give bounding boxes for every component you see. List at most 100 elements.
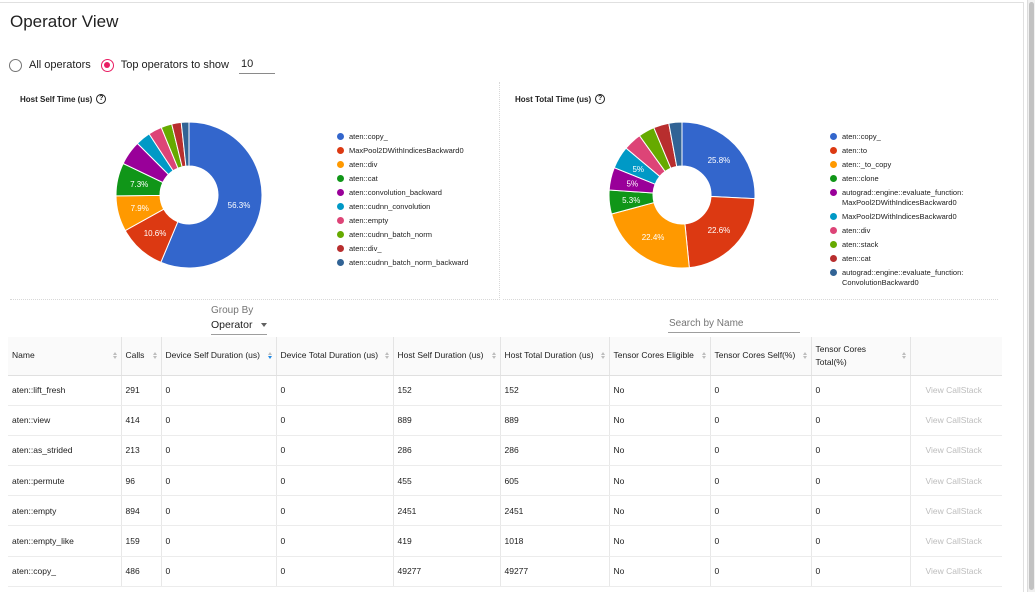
legend-swatch [337, 245, 344, 252]
help-icon[interactable]: ? [96, 94, 107, 104]
table-cell: No [609, 495, 711, 527]
legend-item[interactable]: aten::to [830, 146, 963, 156]
legend-swatch [830, 161, 837, 168]
pie-slice-label: 25.8% [708, 156, 731, 165]
sort-icon[interactable] [701, 352, 706, 360]
legend-label: aten::stack [842, 240, 879, 249]
legend-item[interactable]: MaxPool2DWithIndicesBackward0 [337, 146, 468, 156]
legend-label: aten::clone [842, 174, 879, 183]
legend-item[interactable]: aten::div_ [337, 244, 468, 254]
table-cell: 0 [710, 405, 812, 436]
sort-icon[interactable] [384, 352, 389, 360]
group-by-select[interactable]: Group By Operator [211, 305, 267, 335]
view-callstack-button[interactable]: View CallStack [910, 405, 1002, 436]
group-by-value[interactable]: Operator [211, 319, 267, 335]
column-header[interactable]: Device Total Duration (us) [276, 337, 394, 376]
legend-item[interactable]: aten::_to_copy [830, 160, 963, 170]
top-operators-count-input[interactable] [239, 56, 275, 74]
column-header[interactable]: Calls [121, 337, 162, 376]
view-callstack-button[interactable]: View CallStack [910, 495, 1002, 527]
sort-icon[interactable] [491, 352, 496, 360]
top-operators-radio[interactable] [100, 58, 114, 72]
column-header[interactable]: Device Self Duration (us) [161, 337, 277, 376]
host-total-time-pie-chart[interactable]: 25.8% 22.6% 22.4% 5.3% 5% 5% [503, 122, 833, 292]
host-self-time-pie-chart[interactable]: 56.3% 10.6% 7.9% 7.3% [10, 122, 340, 292]
pie-slice[interactable] [610, 201, 690, 269]
pie-slice-label: 7.3% [130, 180, 148, 189]
column-header[interactable]: Tensor Cores Self(%) [710, 337, 812, 376]
view-callstack-button[interactable]: View CallStack [910, 465, 1002, 497]
table-cell: 0 [276, 556, 394, 587]
legend-item[interactable]: autograd::engine::evaluate_function: Max… [830, 188, 963, 208]
table-cell: 0 [710, 435, 812, 467]
sort-icon[interactable] [600, 352, 605, 360]
search-by-name-input[interactable] [668, 318, 800, 333]
column-header[interactable]: Name [8, 337, 122, 376]
table-row: aten::empty_like 159 0 0 419 1018 No 0 0 View Cal… [8, 525, 1002, 557]
table-cell: No [609, 435, 711, 467]
help-icon[interactable]: ? [595, 94, 606, 104]
view-callstack-button[interactable]: View CallStack [910, 435, 1002, 467]
table-cell: 0 [161, 435, 277, 467]
legend-item[interactable]: aten::copy_ [830, 132, 963, 142]
legend-item[interactable]: aten::empty [337, 216, 468, 226]
pie-slice-label: 7.9% [131, 204, 149, 213]
legend-item[interactable]: autograd::engine::evaluate_function: Con… [830, 268, 963, 288]
table-cell: 419 [393, 525, 501, 557]
group-by-selected: Operator [211, 319, 253, 331]
sort-icon[interactable] [901, 352, 906, 360]
legend-item[interactable]: aten::div [830, 226, 963, 236]
legend-item[interactable]: aten::cudnn_convolution [337, 202, 468, 212]
legend-item[interactable]: aten::copy_ [337, 132, 468, 142]
legend-item[interactable]: aten::convolution_backward [337, 188, 468, 198]
pie-slice[interactable] [180, 122, 190, 167]
pie-slice[interactable] [684, 195, 756, 269]
legend-item[interactable]: MaxPool2DWithIndicesBackward0 [830, 212, 963, 222]
all-operators-label[interactable]: All operators [29, 59, 91, 71]
legend-label: autograd::engine::evaluate_function: Max… [842, 188, 964, 207]
legend-item[interactable]: aten::div [337, 160, 468, 170]
view-callstack-button[interactable]: View CallStack [910, 375, 1002, 406]
pie-slice[interactable] [160, 122, 263, 269]
table-cell: aten::as_strided [8, 435, 122, 467]
table-cell: 894 [121, 495, 162, 527]
table-cell: 0 [276, 405, 394, 436]
sort-icon[interactable] [152, 352, 157, 360]
vertical-scrollbar[interactable] [1027, 0, 1035, 592]
top-operators-label[interactable]: Top operators to show [120, 59, 229, 71]
dropdown-caret-icon [261, 323, 267, 327]
sort-icon[interactable] [802, 352, 807, 360]
legend-item[interactable]: aten::cat [830, 254, 963, 264]
view-callstack-button[interactable]: View CallStack [910, 556, 1002, 587]
legend-swatch [337, 217, 344, 224]
legend-label: aten::to [842, 146, 868, 155]
column-header[interactable]: Tensor Cores Eligible [609, 337, 711, 376]
table-cell: aten::empty_like [8, 525, 122, 557]
column-header[interactable]: Host Total Duration (us) [500, 337, 610, 376]
legend-item[interactable]: aten::clone [830, 174, 963, 184]
legend-item[interactable]: aten::stack [830, 240, 963, 250]
column-header[interactable]: Tensor Cores Total(%) [811, 337, 911, 376]
table-cell: 159 [121, 525, 162, 557]
host-total-time-chart-panel: Host Total Time (us) ? 25.8% 22.6% 22.4% 5.… [503, 82, 998, 300]
table-cell: aten::view [8, 405, 122, 436]
legend-item[interactable]: aten::cat [337, 174, 468, 184]
table-cell: 49277 [500, 556, 610, 587]
view-callstack-button[interactable]: View CallStack [910, 525, 1002, 557]
table-cell: No [609, 375, 711, 406]
pie-slice[interactable] [668, 122, 683, 168]
column-header[interactable]: Host Self Duration (us) [393, 337, 501, 376]
legend-item[interactable]: aten::cudnn_batch_norm_backward [337, 258, 468, 268]
pie-slice[interactable] [681, 122, 756, 200]
legend-item[interactable]: aten::cudnn_batch_norm [337, 230, 468, 240]
legend-swatch [337, 231, 344, 238]
table-cell: 889 [500, 405, 610, 436]
sort-icon[interactable] [267, 352, 272, 360]
host-self-time-chart-title: Host Self Time (us) ? [20, 94, 107, 104]
table-cell: 0 [811, 465, 911, 497]
scrollbar-thumb[interactable] [1029, 2, 1034, 590]
legend-swatch [337, 203, 344, 210]
sort-icon[interactable] [112, 352, 117, 360]
table-cell: 0 [710, 556, 812, 587]
all-operators-radio[interactable] [9, 58, 22, 72]
